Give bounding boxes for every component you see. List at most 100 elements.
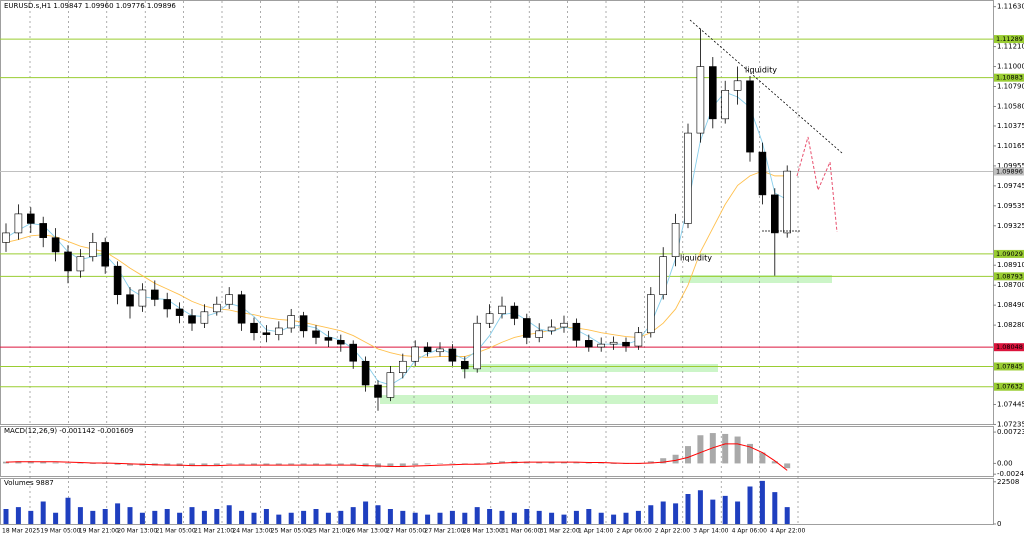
macd-bar	[598, 463, 605, 464]
annotation: liquidity	[745, 66, 777, 75]
demand-zone	[680, 275, 832, 283]
volume-bar	[549, 512, 555, 524]
candle-body	[262, 332, 271, 335]
macd-bar	[548, 462, 555, 464]
macd-bar	[288, 463, 295, 465]
candle-body	[361, 360, 370, 386]
volume-bar	[673, 503, 679, 524]
level-label: 1.08793	[996, 272, 1023, 280]
volume-bar	[363, 501, 369, 524]
volume-bar	[710, 499, 716, 524]
macd-bar	[660, 458, 667, 464]
macd-bar	[114, 463, 121, 465]
macd-bar	[685, 446, 691, 464]
macd-bar	[771, 461, 778, 464]
volume-bar	[164, 509, 170, 524]
macd-bar	[3, 461, 9, 464]
macd-bar	[300, 463, 307, 465]
candle-body	[76, 256, 85, 272]
volume-bar	[53, 512, 59, 524]
macd-bar	[672, 454, 679, 464]
y-tick-label: 1.08490	[997, 301, 1024, 309]
candle-body	[200, 311, 209, 324]
candle-body	[336, 340, 345, 345]
macd-bar	[226, 463, 233, 465]
candle-body	[460, 360, 469, 370]
candle-body	[26, 213, 35, 224]
macd-bar	[263, 463, 270, 466]
macd-bar	[337, 463, 344, 466]
macd-bar	[486, 462, 493, 464]
candle-body	[485, 313, 494, 324]
volume-bar	[325, 512, 331, 524]
candle-body	[498, 305, 506, 315]
x-tick-label: 31 Mar 22:00	[540, 528, 580, 535]
x-tick-label: 21 Mar 21:00	[194, 528, 234, 535]
candle-body	[708, 66, 717, 120]
macd-bar	[387, 463, 394, 467]
volume-bar	[511, 512, 517, 524]
candle-body	[163, 299, 171, 310]
macd-bar	[784, 463, 791, 469]
volume-bar	[15, 507, 21, 524]
level-box	[994, 167, 1024, 176]
volume-bar	[226, 505, 232, 524]
y-tick-label: 1.09325	[997, 222, 1024, 230]
volume-bar	[288, 512, 294, 524]
volume-bar	[239, 510, 245, 524]
candle-body	[733, 80, 742, 91]
volume-bar	[177, 512, 183, 524]
x-tick-label: 21 Mar 05:00	[156, 528, 196, 535]
volume-bar	[102, 509, 108, 524]
y-tick-label: -0.00248	[997, 470, 1024, 478]
macd-bar	[722, 433, 729, 464]
volume-bar	[598, 512, 604, 524]
volume-bar	[3, 509, 9, 524]
y-tick-label: 0.00723	[997, 428, 1024, 436]
volume-bar	[301, 510, 307, 524]
volume-bar	[747, 486, 753, 524]
y-tick-label: 1.11630	[997, 3, 1024, 11]
candle-body	[448, 348, 457, 362]
candle-body	[597, 343, 606, 348]
macd-bar	[734, 436, 741, 464]
y-tick-label: 1.10790	[997, 83, 1024, 91]
candle-body	[721, 90, 730, 120]
level-box	[994, 362, 1024, 371]
macd-bar	[424, 463, 431, 465]
macd-panel	[0, 426, 994, 477]
candle-body	[151, 289, 159, 300]
macd-bar	[325, 463, 332, 466]
volume-bar	[375, 505, 381, 524]
y-tick-label: 1.09745	[997, 182, 1024, 190]
volume-bar	[449, 510, 455, 524]
volume-bar	[127, 507, 133, 524]
volume-bar	[573, 510, 579, 524]
volume-bar	[586, 509, 592, 524]
y-tick-label: 1.09535	[997, 202, 1024, 210]
level-box	[994, 249, 1024, 258]
x-tick-label: 28 Mar 13:00	[463, 528, 503, 535]
volume-bar	[412, 512, 418, 524]
volume-bar	[350, 507, 356, 524]
trendline	[689, 19, 843, 154]
candle-body	[126, 294, 134, 307]
macd-bar	[164, 463, 171, 466]
level-label: 1.08048	[996, 343, 1023, 351]
macd-bar	[561, 462, 567, 464]
candle-body	[2, 232, 10, 243]
macd-bar	[697, 435, 704, 464]
moving-average	[5, 170, 788, 358]
volume-bar	[499, 510, 505, 524]
volume-bar	[77, 507, 83, 524]
volume-bar	[474, 507, 480, 524]
level-box	[994, 73, 1024, 82]
volume-bar	[276, 514, 282, 524]
macd-bar	[27, 461, 34, 464]
level-box	[994, 382, 1024, 391]
candle-body	[138, 289, 147, 307]
y-tick-label: 1.10580	[997, 102, 1024, 110]
level-box	[994, 272, 1024, 281]
macd-bar	[747, 443, 753, 464]
macd-bar	[213, 463, 220, 466]
